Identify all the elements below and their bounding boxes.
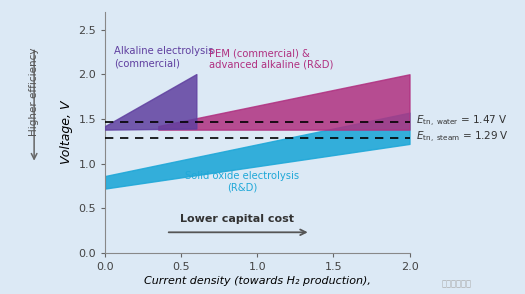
- Text: Higher efficiency: Higher efficiency: [29, 48, 39, 136]
- Text: PEM (commercial) &
advanced alkaline (R&D): PEM (commercial) & advanced alkaline (R&…: [208, 48, 333, 70]
- Text: Solid oxide electrolysis
(R&D): Solid oxide electrolysis (R&D): [185, 171, 299, 192]
- Text: $\it{E}_{\rm tn,\ steam}$ = 1.29 V: $\it{E}_{\rm tn,\ steam}$ = 1.29 V: [416, 130, 509, 145]
- Y-axis label: Voltage, V: Voltage, V: [60, 101, 72, 164]
- X-axis label: Current density (towards H₂ production),: Current density (towards H₂ production),: [144, 276, 371, 286]
- Text: $\it{E}_{\rm tn,\ water}$ = 1.47 V: $\it{E}_{\rm tn,\ water}$ = 1.47 V: [416, 114, 508, 129]
- Text: Alkaline electrolysis
(commercial): Alkaline electrolysis (commercial): [114, 46, 214, 68]
- Text: Lower capital cost: Lower capital cost: [181, 214, 295, 224]
- Text: 艾邦氢科技网: 艾邦氢科技网: [442, 280, 472, 289]
